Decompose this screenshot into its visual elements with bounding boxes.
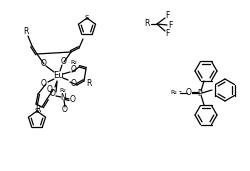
Text: R₂: R₂ bbox=[170, 90, 177, 95]
Text: Eu: Eu bbox=[53, 71, 63, 81]
Text: O: O bbox=[70, 95, 76, 103]
Text: O: O bbox=[47, 86, 53, 95]
Text: S: S bbox=[85, 15, 89, 21]
Text: R₂: R₂ bbox=[71, 60, 78, 64]
Text: O: O bbox=[62, 106, 68, 115]
Text: R₂: R₂ bbox=[60, 89, 66, 94]
Text: O: O bbox=[41, 80, 47, 89]
Text: F: F bbox=[168, 21, 172, 30]
Text: O: O bbox=[186, 88, 192, 97]
Text: O: O bbox=[71, 80, 77, 89]
Text: R: R bbox=[23, 27, 29, 36]
Text: O: O bbox=[41, 60, 47, 69]
Text: S: S bbox=[35, 108, 39, 114]
Text: -: - bbox=[178, 88, 182, 96]
Text: P: P bbox=[198, 89, 202, 97]
Text: O: O bbox=[61, 57, 67, 67]
Text: O: O bbox=[50, 89, 56, 98]
Text: N: N bbox=[60, 94, 66, 102]
Text: O: O bbox=[71, 65, 77, 75]
Text: F: F bbox=[165, 11, 169, 21]
Text: R: R bbox=[86, 78, 92, 88]
Text: F: F bbox=[165, 29, 169, 37]
Text: R: R bbox=[35, 104, 41, 114]
Text: R: R bbox=[144, 19, 150, 29]
